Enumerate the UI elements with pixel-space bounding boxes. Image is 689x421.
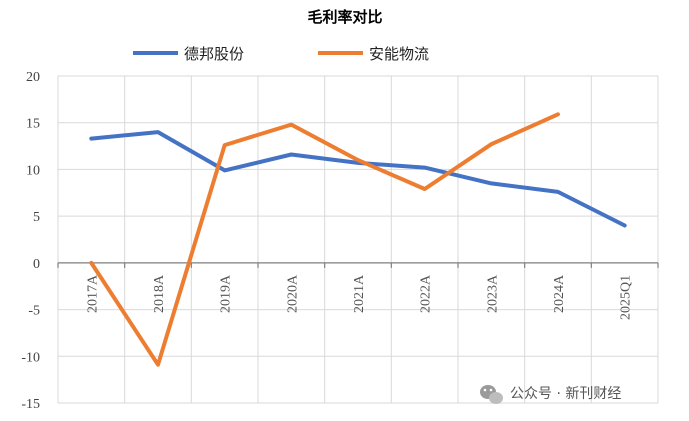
- legend: 德邦股份 安能物流: [133, 45, 429, 63]
- y-tick-label: -5: [28, 304, 40, 319]
- watermark-text: 公众号 · 新刊财经: [510, 386, 621, 402]
- series: [89, 112, 627, 367]
- x-tick-label: 2025Q1: [619, 275, 634, 320]
- x-tick-label: 2024A: [552, 274, 567, 313]
- x-tick-label: 2020A: [285, 274, 300, 313]
- y-tick-label: 15: [26, 117, 40, 132]
- wechat-icon: [480, 385, 503, 404]
- x-tick-label: 2017A: [85, 274, 100, 313]
- x-tick-label: 2022A: [419, 274, 434, 313]
- x-tick-label: 2021A: [352, 274, 367, 313]
- watermark: 公众号 · 新刊财经: [480, 385, 621, 404]
- x-tick-label: 2018A: [152, 274, 167, 313]
- x-axis-ticks: 2017A 2018A 2019A 2020A 2021A 2022A 2023A 2024A…: [85, 274, 633, 320]
- grid: [57, 75, 659, 404]
- y-tick-label: 5: [33, 210, 40, 225]
- x-tick-label: 2023A: [485, 274, 500, 313]
- y-tick-label: 0: [33, 257, 40, 272]
- legend-label-series-2: 安能物流: [369, 45, 429, 63]
- y-tick-label: -15: [21, 397, 40, 412]
- y-tick-label: -10: [21, 350, 40, 365]
- y-tick-label: 10: [26, 163, 40, 178]
- legend-label-series-1: 德邦股份: [184, 45, 244, 63]
- chart-title: 毛利率对比: [307, 8, 382, 26]
- series-line-1: [89, 130, 627, 228]
- y-tick-label: 20: [26, 70, 40, 85]
- x-tick-label: 2019A: [219, 274, 234, 313]
- y-axis-ticks: 20 15 10 5 0 -5 -10 -15: [21, 70, 40, 412]
- series-line-2: [89, 112, 560, 367]
